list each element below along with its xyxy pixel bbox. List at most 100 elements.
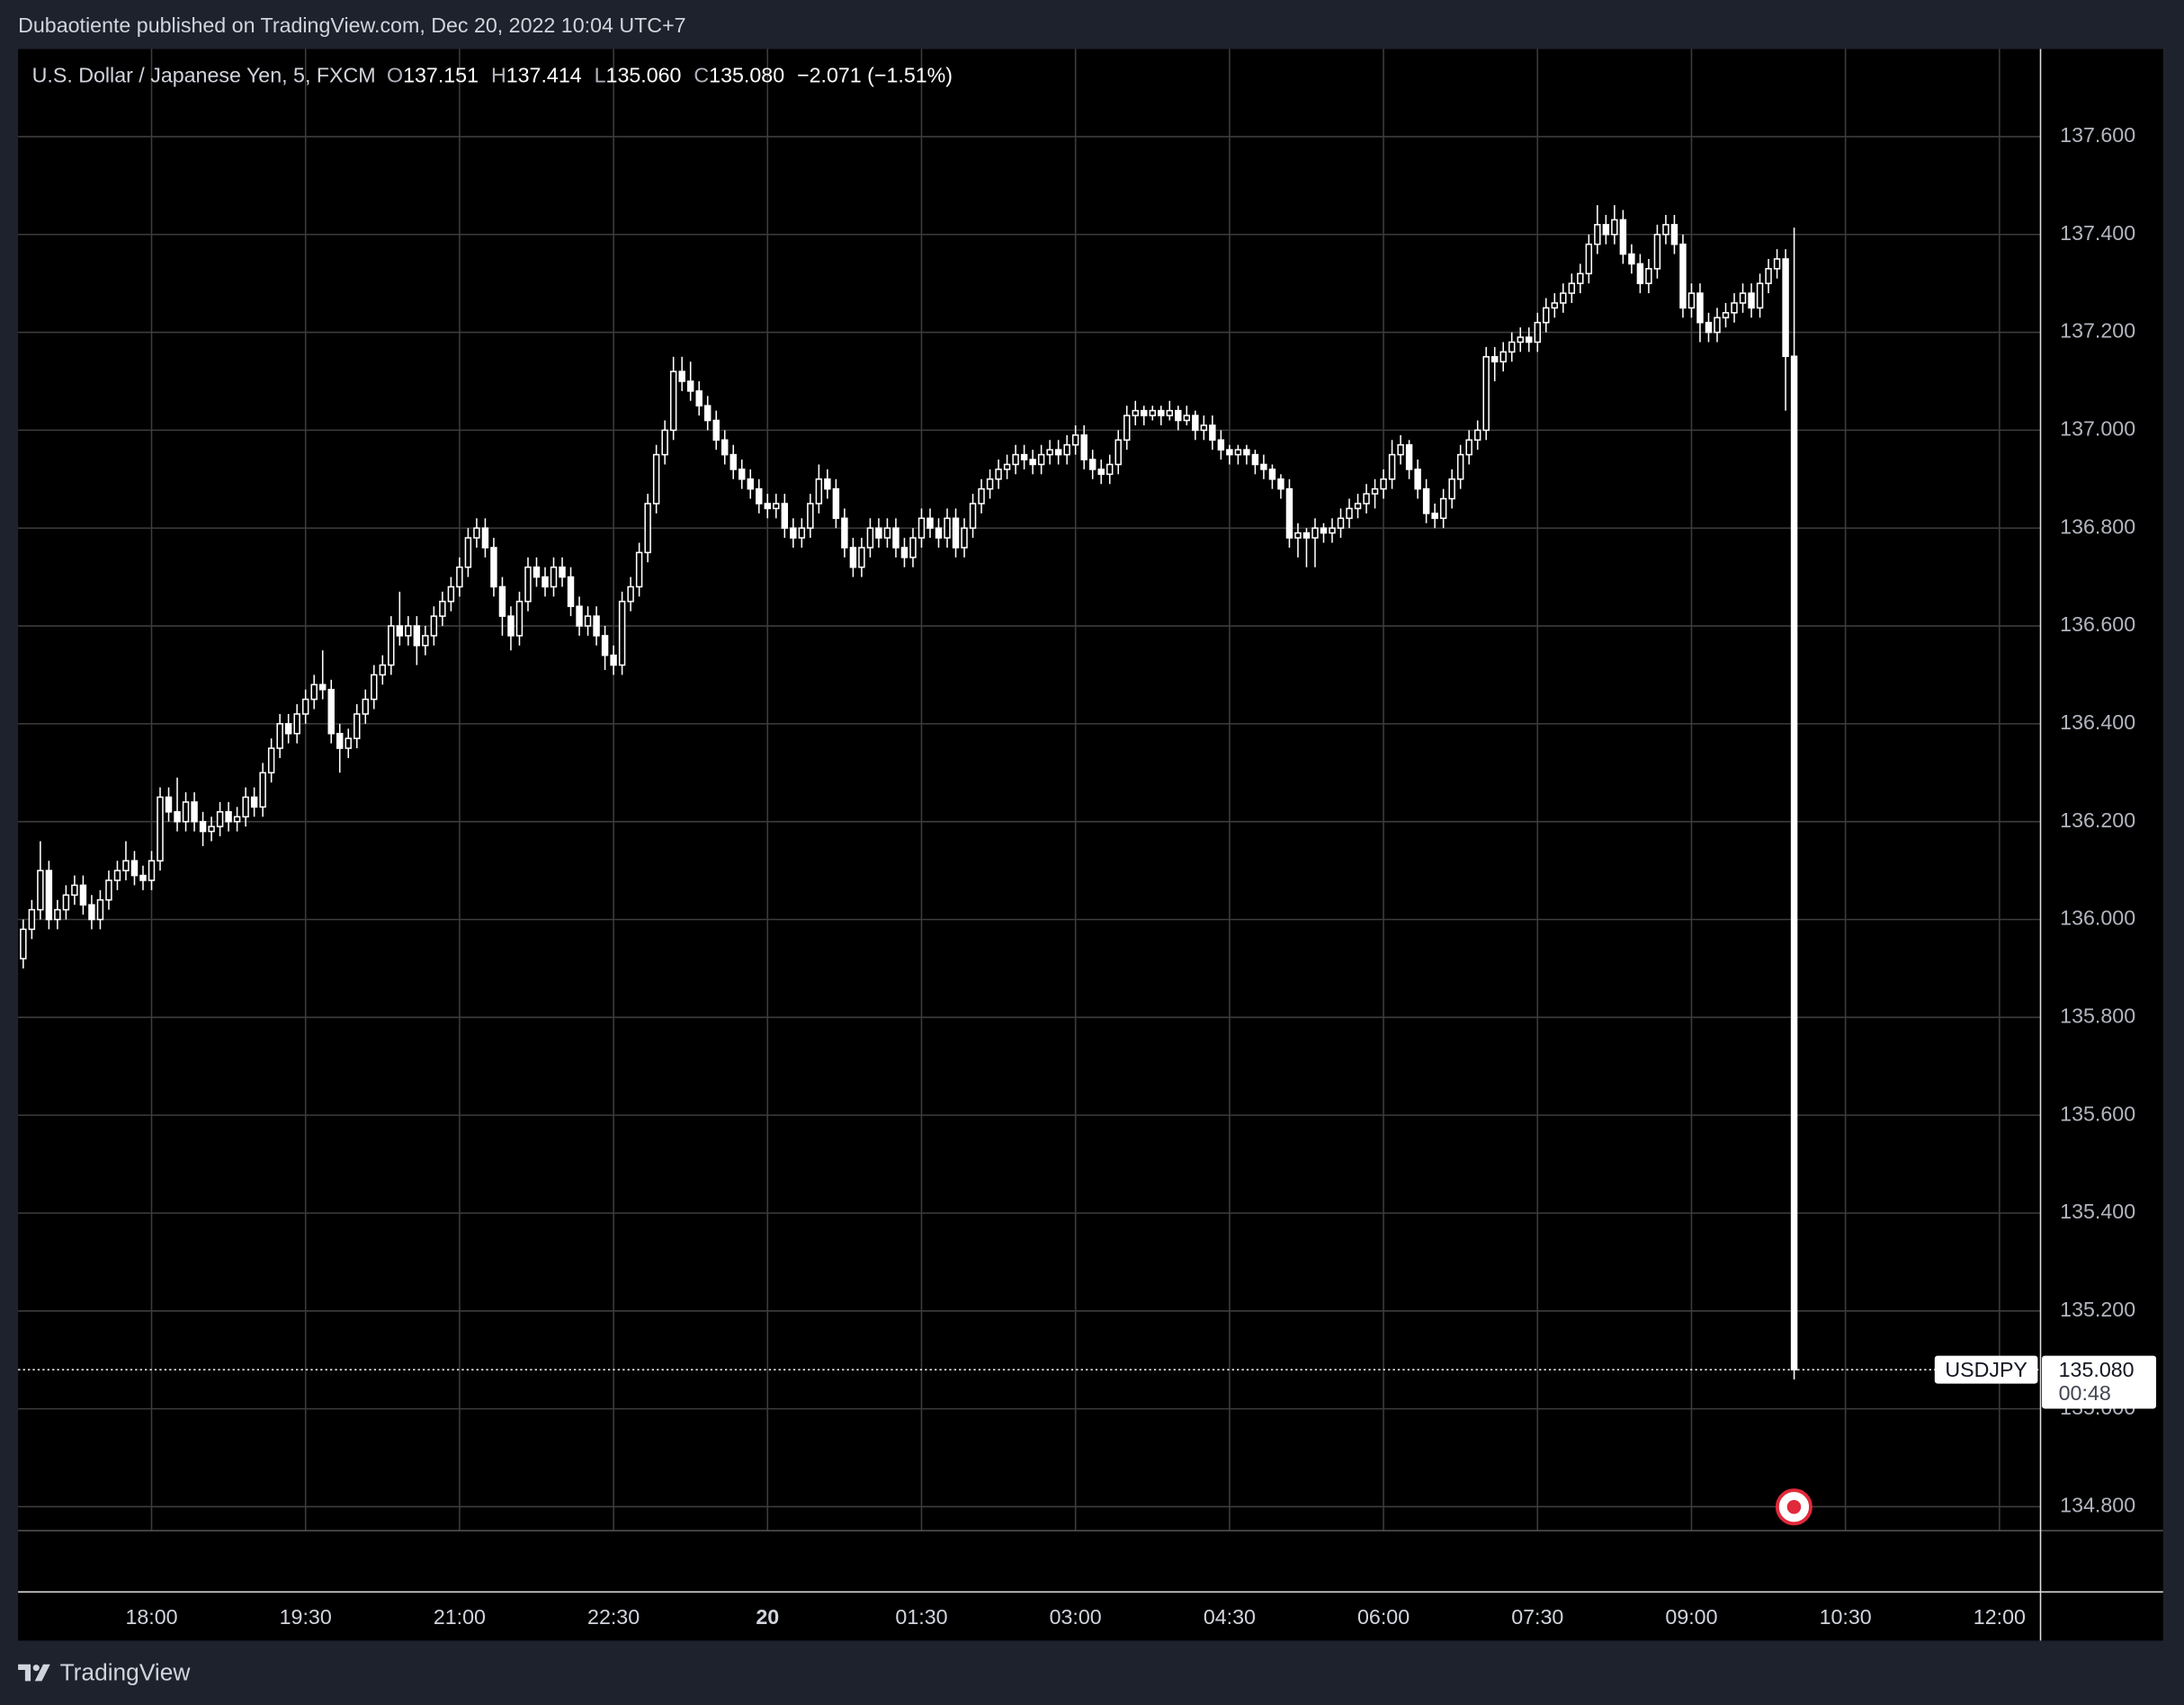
- candle-body: [1054, 449, 1062, 456]
- candle-body: [944, 517, 951, 539]
- candle-body: [738, 469, 746, 480]
- candle-body: [1585, 243, 1593, 275]
- candle-body: [652, 453, 660, 504]
- x-tick-label: 21:00: [434, 1605, 486, 1629]
- candle-body: [1499, 351, 1507, 362]
- candle-body: [584, 615, 592, 627]
- candle-body: [618, 601, 626, 666]
- candle-body: [601, 635, 609, 656]
- candle-body: [533, 566, 541, 578]
- candle-body: [764, 503, 772, 510]
- candle-body: [1354, 503, 1362, 510]
- candle-body: [1311, 527, 1319, 539]
- candle-body: [45, 870, 53, 921]
- candle-body: [148, 860, 156, 881]
- y-tick-label: 136.600: [2060, 612, 2135, 636]
- candle-body: [1473, 429, 1481, 442]
- candle-body: [1251, 453, 1259, 466]
- x-tick-label: 22:30: [587, 1605, 640, 1629]
- candle-body: [490, 547, 497, 588]
- x-tick-label: 09:00: [1665, 1605, 1717, 1629]
- candle-body: [310, 683, 318, 701]
- candle-body: [926, 517, 934, 529]
- event-marker[interactable]: [1775, 1488, 1813, 1526]
- candle-body: [1705, 321, 1713, 334]
- candle-body: [362, 698, 369, 715]
- candle-body: [1534, 321, 1541, 344]
- candle-body: [969, 503, 977, 529]
- candle-body: [909, 537, 917, 558]
- candle-body: [379, 664, 387, 676]
- candle-body: [1551, 302, 1559, 309]
- candle-body: [1320, 527, 1328, 534]
- y-tick-label: 136.200: [2060, 808, 2135, 832]
- candle-body: [1508, 341, 1516, 353]
- candle-body: [669, 370, 677, 432]
- candle-body: [182, 801, 190, 823]
- ohlc-key: O: [387, 64, 403, 87]
- candle-body: [242, 796, 249, 818]
- candle-body: [721, 439, 729, 456]
- candle-body: [267, 747, 275, 774]
- candle-body: [900, 547, 909, 558]
- candle-body: [1653, 233, 1661, 270]
- candle-body: [405, 625, 412, 637]
- candle-body: [1003, 463, 1011, 470]
- candle-body: [1285, 487, 1293, 539]
- candle-body: [1226, 449, 1233, 456]
- candle-body: [1414, 469, 1421, 490]
- candle-body: [1456, 453, 1464, 480]
- candle-body: [515, 601, 524, 637]
- candle-body: [1465, 439, 1472, 456]
- candle-body: [832, 487, 840, 520]
- candle-body: [1431, 513, 1438, 520]
- candle-body: [1422, 487, 1430, 514]
- candle-body: [1560, 292, 1567, 304]
- chart-pane: [18, 49, 2163, 1641]
- candle-body: [327, 689, 335, 735]
- candle-body: [1114, 439, 1122, 466]
- y-tick-label: 137.400: [2060, 221, 2135, 245]
- candle-body: [447, 585, 455, 603]
- candle-body: [276, 723, 283, 749]
- candle-body: [498, 585, 506, 617]
- event-marker-dot[interactable]: [1786, 1500, 1802, 1514]
- price-tag-countdown: 00:48: [2059, 1381, 2111, 1405]
- candle-body: [354, 713, 361, 739]
- candle-body: [1012, 453, 1019, 466]
- candle-body: [729, 453, 737, 470]
- candle-body: [1670, 224, 1678, 245]
- candle-body: [345, 737, 352, 749]
- candle-body: [824, 478, 831, 490]
- candle-body: [841, 517, 848, 549]
- candle-body: [917, 517, 926, 539]
- candle-body: [1482, 356, 1490, 432]
- y-tick-label: 136.800: [2060, 514, 2135, 538]
- candle-body: [773, 503, 780, 510]
- candle-body: [1217, 439, 1225, 451]
- candle-body: [1577, 272, 1584, 284]
- candle-body: [1602, 224, 1610, 236]
- candle-body: [191, 801, 198, 823]
- candle-body: [1371, 487, 1379, 495]
- candle-body: [1662, 224, 1669, 236]
- candle-body: [1628, 253, 1635, 265]
- candle-body: [1790, 355, 1798, 1370]
- candle-body: [978, 487, 985, 504]
- candle-body: [1517, 336, 1524, 344]
- y-tick-label: 135.800: [2060, 1004, 2135, 1027]
- candle-body: [396, 625, 404, 637]
- candle-body: [593, 615, 600, 637]
- candle-body: [1748, 292, 1755, 309]
- candle-body: [952, 517, 960, 549]
- x-tick-label: 20: [756, 1605, 779, 1629]
- candle-body: [413, 625, 421, 647]
- candle-body: [883, 527, 891, 539]
- candle-body: [1773, 258, 1781, 270]
- candle-body: [250, 796, 258, 808]
- candle-body: [439, 601, 446, 617]
- y-tick-label: 136.400: [2060, 710, 2135, 734]
- candle-body: [1380, 478, 1387, 490]
